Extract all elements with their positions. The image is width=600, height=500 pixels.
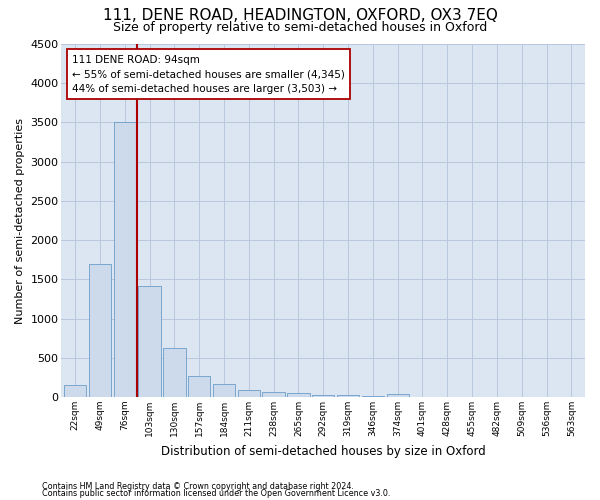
Bar [262,392,285,397]
Bar [113,122,136,397]
Bar [287,393,310,397]
Bar [163,348,185,397]
Text: Contains public sector information licensed under the Open Government Licence v3: Contains public sector information licen… [42,489,391,498]
Text: Contains HM Land Registry data © Crown copyright and database right 2024.: Contains HM Land Registry data © Crown c… [42,482,354,491]
Bar [238,390,260,397]
Text: 111, DENE ROAD, HEADINGTON, OXFORD, OX3 7EQ: 111, DENE ROAD, HEADINGTON, OXFORD, OX3 … [103,8,497,22]
Bar [213,384,235,397]
Y-axis label: Number of semi-detached properties: Number of semi-detached properties [15,118,25,324]
Bar [188,376,211,397]
Bar [64,385,86,397]
Text: 111 DENE ROAD: 94sqm
← 55% of semi-detached houses are smaller (4,345)
44% of se: 111 DENE ROAD: 94sqm ← 55% of semi-detac… [72,54,345,94]
X-axis label: Distribution of semi-detached houses by size in Oxford: Distribution of semi-detached houses by … [161,444,485,458]
Bar [386,394,409,397]
Bar [312,394,334,397]
Bar [139,286,161,397]
Bar [89,264,111,397]
Bar [362,396,384,397]
Bar [337,396,359,397]
Text: Size of property relative to semi-detached houses in Oxford: Size of property relative to semi-detach… [113,21,487,34]
